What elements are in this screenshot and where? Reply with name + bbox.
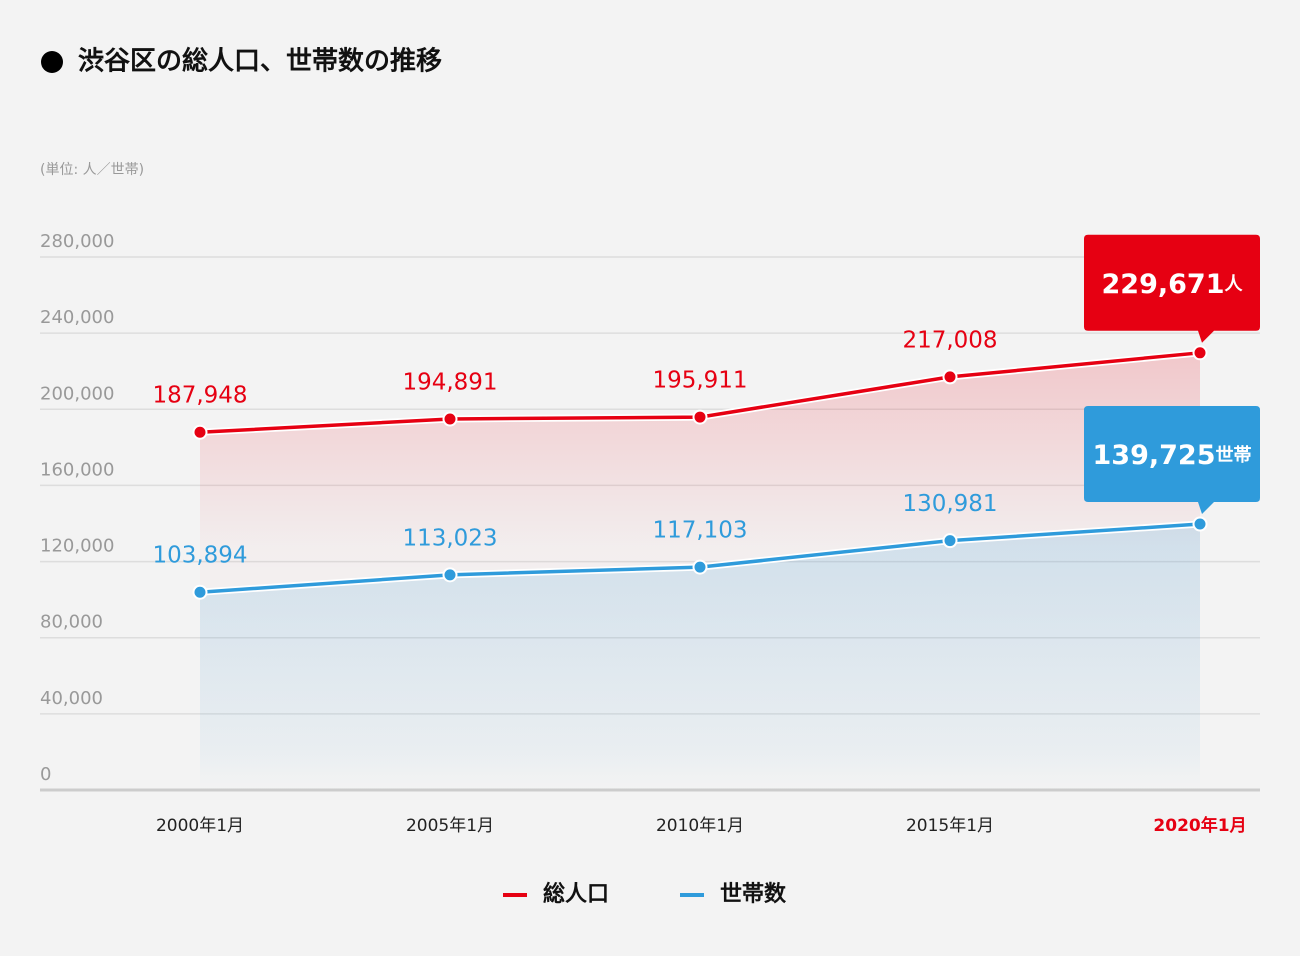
- chart-title: 渋谷区の総人口、世帯数の推移: [78, 46, 442, 77]
- callout-unit: 人: [1224, 274, 1243, 295]
- x-tick-label: 2005年1月: [406, 816, 494, 836]
- legend-label: 総人口: [543, 881, 609, 907]
- y-tick-label: 120,000: [40, 536, 114, 557]
- y-tick-label: 40,000: [40, 688, 103, 709]
- legend-label: 世帯数: [720, 881, 787, 907]
- area: [200, 524, 1200, 790]
- unit-label: (単位: 人／世帯): [40, 162, 144, 178]
- value-label: 117,103: [652, 518, 747, 544]
- callout-unit: 世帯: [1215, 444, 1251, 466]
- y-tick-label: 160,000: [40, 459, 114, 480]
- callout-label: 229,671人: [1102, 268, 1244, 299]
- y-tick-label: 80,000: [40, 612, 103, 633]
- point: [692, 559, 708, 575]
- callout-value: 229,671: [1102, 268, 1225, 299]
- y-tick-label: 280,000: [40, 231, 114, 252]
- point: [442, 411, 458, 427]
- title-bullet: [41, 51, 63, 73]
- point: [442, 567, 458, 583]
- value-label: 194,891: [402, 370, 497, 396]
- callout-label: 139,725世帯: [1093, 440, 1252, 471]
- point: [692, 409, 708, 425]
- y-tick-label: 200,000: [40, 383, 114, 404]
- point: [192, 584, 208, 600]
- y-tick-label: 0: [40, 764, 51, 785]
- value-label: 103,894: [152, 543, 247, 569]
- point: [1192, 345, 1208, 361]
- point: [942, 533, 958, 549]
- value-label: 130,981: [902, 491, 997, 517]
- callout: [1084, 406, 1260, 515]
- callout-value: 139,725: [1093, 440, 1216, 471]
- x-tick-label: 2010年1月: [656, 816, 744, 836]
- x-tick-label: 2000年1月: [156, 816, 244, 836]
- point: [1192, 516, 1208, 532]
- value-label: 195,911: [652, 368, 747, 394]
- value-label: 187,948: [152, 383, 247, 409]
- point: [192, 424, 208, 440]
- point: [942, 369, 958, 385]
- x-tick-label: 2015年1月: [906, 816, 994, 836]
- callout: [1084, 234, 1260, 343]
- value-label: 113,023: [402, 525, 497, 551]
- x-tick-label: 2020年1月: [1153, 815, 1246, 836]
- y-tick-label: 240,000: [40, 307, 114, 328]
- value-label: 217,008: [902, 327, 997, 353]
